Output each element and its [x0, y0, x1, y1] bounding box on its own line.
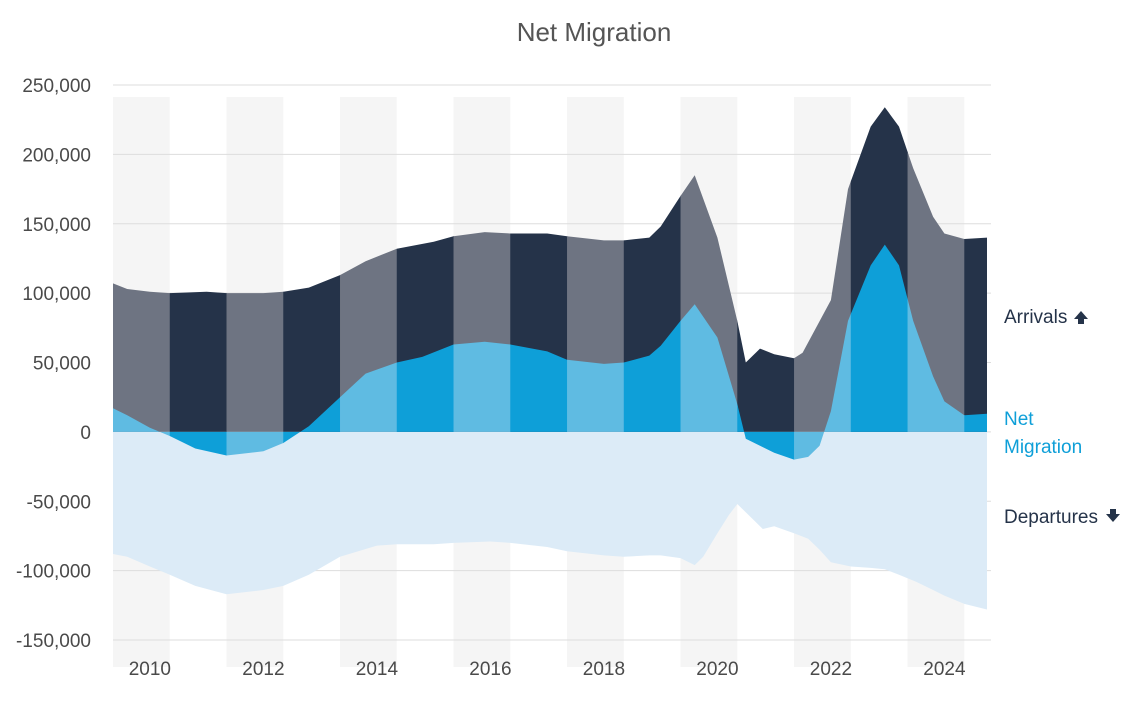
- y-axis: 250,000 200,000 150,000 100,000 50,000 0 -50,0…: [16, 76, 91, 652]
- legend-item-departures[interactable]: Departures: [1004, 507, 1120, 528]
- y-tick-label: 200,000: [22, 145, 91, 166]
- y-tick-label: -50,000: [27, 492, 91, 513]
- y-tick-label: 150,000: [22, 215, 91, 236]
- y-tick-label: 50,000: [33, 354, 91, 375]
- arrow-up-icon: [1074, 311, 1088, 324]
- x-tick-label: 2010: [129, 659, 171, 680]
- x-tick-label: 2014: [356, 659, 399, 680]
- legend-departures-label: Departures: [1004, 507, 1098, 528]
- x-tick-label: 2018: [583, 659, 625, 680]
- chart-title: Net Migration: [517, 17, 672, 47]
- arrow-down-icon: [1106, 509, 1120, 522]
- arrivals-band: [964, 107, 987, 432]
- x-tick-label: 2012: [242, 659, 284, 680]
- y-tick-label: -150,000: [16, 631, 91, 652]
- y-tick-label: -100,000: [16, 562, 91, 583]
- arrivals-band: [737, 107, 795, 432]
- arrivals-band: [169, 107, 228, 432]
- net-migration-band: [850, 244, 909, 460]
- legend-item-net-migration[interactable]: Net Migration: [1004, 409, 1082, 458]
- legend-item-arrivals[interactable]: Arrivals: [1004, 307, 1088, 328]
- x-tick-label: 2022: [810, 659, 852, 680]
- y-tick-label: 250,000: [22, 76, 91, 97]
- legend-net-label-line2: Migration: [1004, 437, 1082, 458]
- net-migration-band: [510, 244, 568, 460]
- x-tick-label: 2020: [696, 659, 738, 680]
- legend-net-label-line1: Net: [1004, 409, 1034, 430]
- x-tick-label: 2016: [469, 659, 511, 680]
- x-axis: 2010 2012 2014 2016 2018 2020 2022 2024: [129, 659, 966, 680]
- x-tick-label: 2024: [923, 659, 966, 680]
- legend-arrivals-label: Arrivals: [1004, 307, 1067, 328]
- departures-area: [113, 431, 987, 610]
- legend: Arrivals Net Migration Departures: [1004, 307, 1120, 528]
- y-tick-label: 100,000: [22, 284, 91, 305]
- y-tick-label: 0: [80, 423, 91, 444]
- arrivals-band: [283, 107, 341, 432]
